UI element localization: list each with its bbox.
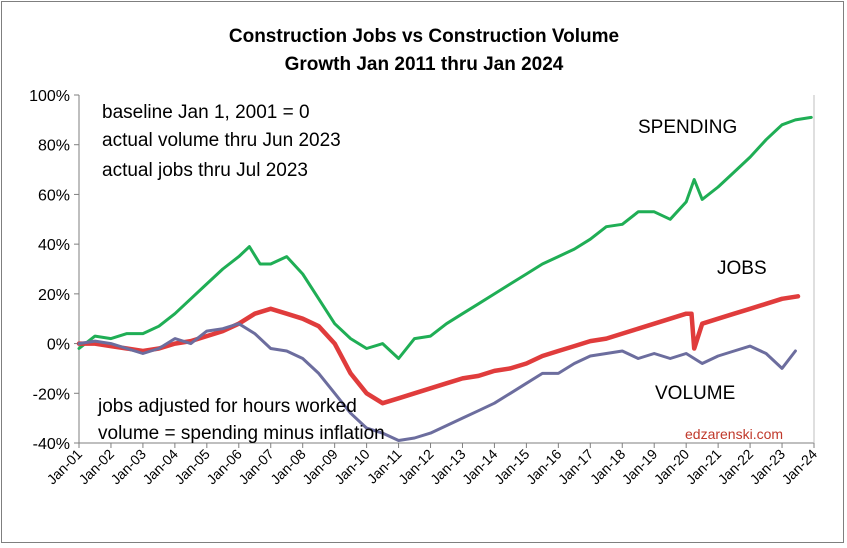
y-tick-label: -40% bbox=[33, 436, 70, 453]
x-tick-label: Jan-23 bbox=[747, 446, 789, 488]
x-tick-label: Jan-18 bbox=[587, 446, 629, 488]
x-tick-label: Jan-17 bbox=[555, 446, 597, 488]
y-tick-label: -20% bbox=[33, 386, 70, 403]
x-tick-label: Jan-12 bbox=[395, 446, 437, 488]
annotation-volume-def: volume = spending minus inflation bbox=[98, 423, 385, 444]
x-tick-label: Jan-13 bbox=[427, 446, 469, 488]
x-tick-label: Jan-09 bbox=[299, 446, 341, 488]
y-tick-label: 60% bbox=[38, 187, 70, 204]
series-line-jobs bbox=[76, 294, 801, 406]
x-tick-label: Jan-02 bbox=[75, 446, 117, 488]
label-volume: VOLUME bbox=[655, 383, 735, 404]
x-tick-label: Jan-04 bbox=[139, 446, 181, 488]
y-tick-label: 0% bbox=[47, 337, 70, 354]
x-tick-label: Jan-19 bbox=[619, 446, 661, 488]
chart-title: Construction Jobs vs Construction Volume bbox=[229, 26, 619, 47]
x-tick-label: Jan-08 bbox=[267, 446, 309, 488]
chart-subtitle: Growth Jan 2011 thru Jan 2024 bbox=[285, 54, 564, 75]
x-tick-label: Jan-03 bbox=[107, 446, 149, 488]
annotation-volume-thru: actual volume thru Jun 2023 bbox=[102, 130, 341, 151]
annotation-jobs-thru: actual jobs thru Jul 2023 bbox=[102, 160, 308, 181]
series-line-spending bbox=[77, 115, 813, 360]
x-tick-label: Jan-06 bbox=[203, 446, 245, 488]
annotation-jobs-adjusted: jobs adjusted for hours worked bbox=[97, 396, 357, 417]
y-tick-labels: 100% 80% 60% 40% 20% 0% -20% -40% bbox=[29, 88, 79, 453]
x-tick-label: Jan-16 bbox=[523, 446, 565, 488]
series-line-volume bbox=[77, 322, 797, 442]
annotation-baseline: baseline Jan 1, 2001 = 0 bbox=[102, 102, 310, 123]
x-tick-label: Jan-15 bbox=[491, 446, 533, 488]
y-tick-label: 80% bbox=[38, 138, 70, 155]
x-tick-label: Jan-20 bbox=[651, 446, 693, 488]
x-tick-label: Jan-05 bbox=[171, 446, 213, 488]
y-tick-label: 100% bbox=[29, 88, 70, 105]
x-tick-label: Jan-14 bbox=[459, 446, 501, 488]
watermark: edzarenski.com bbox=[685, 426, 783, 442]
label-spending: SPENDING bbox=[638, 117, 737, 138]
series-layer bbox=[76, 115, 813, 442]
x-tick-label: Jan-21 bbox=[683, 446, 725, 488]
x-tick-label: Jan-07 bbox=[235, 446, 277, 488]
x-tick-label: Jan-24 bbox=[779, 446, 821, 488]
y-tick-label: 20% bbox=[38, 287, 70, 304]
x-tick-label: Jan-22 bbox=[715, 446, 757, 488]
label-jobs: JOBS bbox=[717, 258, 767, 279]
x-tick-label: Jan-10 bbox=[331, 446, 373, 488]
y-tick-label: 40% bbox=[38, 237, 70, 254]
x-tick-labels: Jan-01Jan-02Jan-03Jan-04Jan-05Jan-06Jan-… bbox=[44, 443, 821, 488]
